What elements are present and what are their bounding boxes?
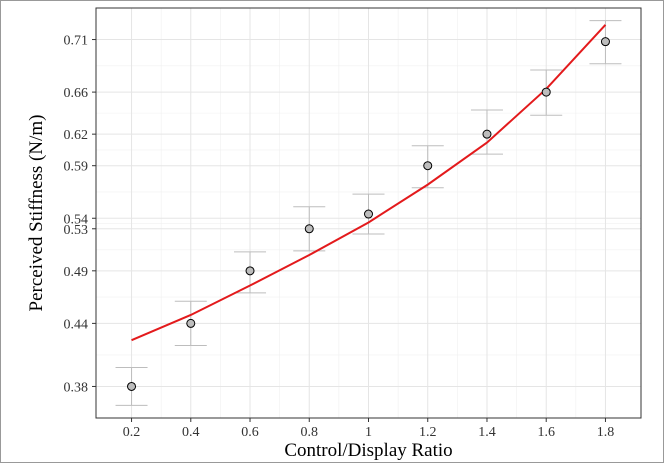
trend-line — [131, 24, 607, 342]
x-tick-label: 0.2 — [123, 425, 141, 440]
y-tick-label: 0.44 — [64, 317, 89, 332]
y-tick-label: 0.59 — [64, 160, 89, 175]
x-tick-label: 0.6 — [241, 425, 259, 440]
y-tick-label: 0.62 — [64, 128, 89, 143]
x-axis-ticks: 0.2 0.4 0.6 0.8 1 1.2 1.4 1.6 1.8 — [123, 418, 614, 440]
x-tick-label: 0.4 — [182, 425, 200, 440]
data-point — [482, 129, 492, 139]
data-point — [600, 37, 610, 47]
data-point — [304, 224, 314, 234]
data-points — [127, 37, 610, 391]
y-tick-label: 0.66 — [64, 86, 89, 101]
trend-line-layer — [131, 24, 607, 342]
data-point — [186, 318, 196, 328]
data-point — [127, 381, 137, 391]
data-point — [423, 161, 433, 171]
y-axis-title: Perceived Stiffness (N/m) — [26, 115, 47, 312]
x-tick-label: 1.8 — [597, 425, 615, 440]
x-axis-title: Control/Display Ratio — [284, 440, 452, 461]
y-tick-label: 0.71 — [64, 34, 89, 49]
y-tick-label: 0.38 — [64, 380, 89, 395]
x-tick-label: 1.4 — [478, 425, 496, 440]
x-tick-label: 1.6 — [537, 425, 555, 440]
data-point — [245, 266, 255, 276]
data-point — [541, 87, 551, 97]
data-point — [364, 209, 373, 219]
y-tick-label: 0.53 — [64, 223, 89, 238]
y-tick-label: 0.54 — [64, 212, 89, 227]
y-tick-label: 0.49 — [64, 265, 89, 280]
x-tick-label: 1 — [365, 425, 372, 440]
x-tick-label: 0.8 — [301, 425, 319, 440]
y-axis-ticks: 0.38 0.44 0.49 0.530.54 0.59 0.62 0.66 0.71 — [64, 34, 96, 395]
x-tick-label: 1.2 — [419, 425, 437, 440]
